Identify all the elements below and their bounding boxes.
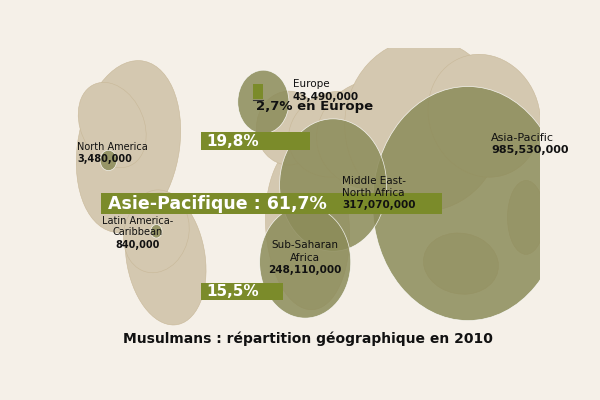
FancyBboxPatch shape [253, 84, 263, 99]
Ellipse shape [428, 54, 541, 177]
Text: 840,000: 840,000 [116, 240, 160, 250]
FancyBboxPatch shape [200, 284, 283, 300]
Text: 19,8%: 19,8% [206, 134, 259, 148]
Text: 2,7% en Europe: 2,7% en Europe [256, 100, 373, 113]
Ellipse shape [508, 180, 545, 254]
Text: 317,070,000: 317,070,000 [343, 200, 416, 210]
Ellipse shape [265, 144, 350, 310]
Text: Middle East-: Middle East- [343, 176, 406, 186]
Text: 15,5%: 15,5% [206, 284, 259, 300]
Ellipse shape [256, 91, 322, 165]
Ellipse shape [373, 86, 563, 320]
FancyBboxPatch shape [101, 193, 442, 214]
Text: 43,490,000: 43,490,000 [293, 92, 359, 102]
Text: 985,530,000: 985,530,000 [491, 145, 569, 155]
Text: Musulmans : répartition géographique en 2010: Musulmans : répartition géographique en … [122, 332, 493, 346]
Ellipse shape [317, 79, 438, 190]
Ellipse shape [124, 193, 189, 273]
Ellipse shape [78, 82, 146, 168]
Ellipse shape [289, 91, 382, 177]
Ellipse shape [424, 233, 499, 294]
Ellipse shape [100, 150, 117, 170]
Ellipse shape [238, 70, 289, 134]
Ellipse shape [344, 39, 503, 211]
Text: Europe: Europe [293, 79, 329, 89]
Text: North Africa: North Africa [343, 188, 405, 198]
Ellipse shape [280, 119, 386, 251]
FancyBboxPatch shape [200, 132, 310, 150]
Text: 3,480,000: 3,480,000 [77, 154, 132, 164]
Ellipse shape [125, 190, 206, 325]
Ellipse shape [260, 206, 351, 318]
Text: Asia-Pacific: Asia-Pacific [491, 133, 554, 143]
Ellipse shape [76, 60, 181, 232]
Ellipse shape [151, 224, 162, 238]
Text: 248,110,000: 248,110,000 [268, 265, 342, 275]
Text: Asie-Pacifique : 61,7%: Asie-Pacifique : 61,7% [107, 194, 326, 212]
Text: Caribbean: Caribbean [113, 227, 163, 237]
Text: Sub-Saharan: Sub-Saharan [272, 240, 338, 250]
Text: Africa: Africa [290, 253, 320, 263]
Text: Latin America-: Latin America- [102, 216, 173, 226]
Text: North America: North America [77, 142, 148, 152]
